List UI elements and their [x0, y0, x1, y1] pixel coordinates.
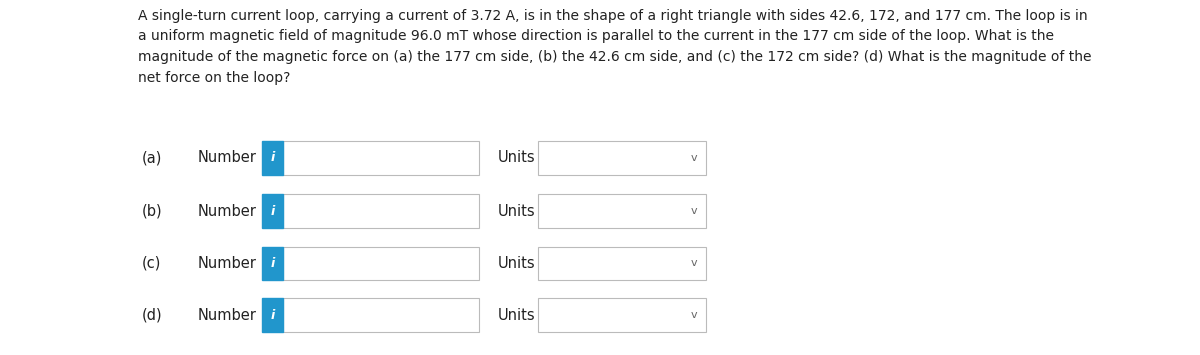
Text: (d): (d) [142, 308, 162, 323]
Text: net force on the loop?: net force on the loop? [138, 71, 290, 84]
Text: Units: Units [498, 256, 535, 271]
Text: Units: Units [498, 204, 535, 219]
FancyBboxPatch shape [538, 298, 706, 332]
FancyBboxPatch shape [538, 141, 706, 175]
Text: Number: Number [198, 151, 257, 165]
FancyBboxPatch shape [538, 246, 706, 280]
Text: Number: Number [198, 256, 257, 271]
Text: (c): (c) [142, 256, 161, 271]
Text: i: i [270, 257, 275, 270]
FancyBboxPatch shape [283, 194, 479, 228]
FancyBboxPatch shape [262, 141, 283, 175]
Text: v: v [690, 310, 697, 320]
FancyBboxPatch shape [538, 194, 706, 228]
Text: Units: Units [498, 308, 535, 323]
FancyBboxPatch shape [262, 298, 283, 332]
FancyBboxPatch shape [262, 246, 283, 280]
Text: i: i [270, 309, 275, 322]
FancyBboxPatch shape [262, 194, 283, 228]
Text: (a): (a) [142, 151, 162, 165]
Text: Number: Number [198, 204, 257, 219]
Text: i: i [270, 205, 275, 218]
Text: Number: Number [198, 308, 257, 323]
Text: (b): (b) [142, 204, 162, 219]
Text: a uniform magnetic field of magnitude 96.0 mT whose direction is parallel to the: a uniform magnetic field of magnitude 96… [138, 29, 1054, 43]
Text: A single-turn current loop, carrying a current of 3.72 A, is in the shape of a r: A single-turn current loop, carrying a c… [138, 9, 1087, 23]
FancyBboxPatch shape [283, 298, 479, 332]
Text: v: v [690, 153, 697, 163]
Text: v: v [690, 206, 697, 216]
FancyBboxPatch shape [283, 141, 479, 175]
Text: Units: Units [498, 151, 535, 165]
Text: magnitude of the magnetic force on (a) the 177 cm side, (b) the 42.6 cm side, an: magnitude of the magnetic force on (a) t… [138, 50, 1092, 64]
Text: v: v [690, 258, 697, 268]
FancyBboxPatch shape [283, 246, 479, 280]
Text: i: i [270, 152, 275, 164]
